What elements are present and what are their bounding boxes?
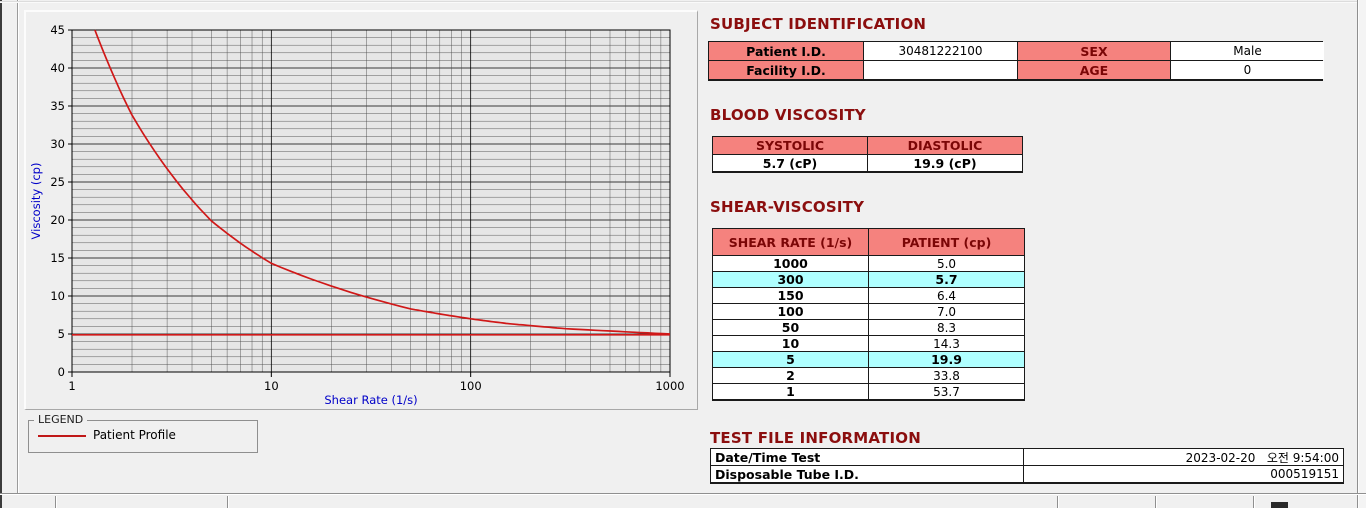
x-tick-label: 1000 [655, 379, 684, 393]
window-top-divider [0, 1, 1366, 3]
blood-viscosity-table: SYSTOLIC DIASTOLIC 5.7 (cP) 19.9 (cP) [712, 136, 1023, 173]
blood-header: SYSTOLIC [713, 137, 867, 154]
shear-patient-cell: 53.7 [869, 384, 1024, 399]
shear-rate-cell: 1000 [713, 256, 868, 271]
y-tick-label: 35 [50, 99, 65, 113]
x-tick-label: 10 [264, 379, 279, 393]
blood-header: DIASTOLIC [868, 137, 1022, 154]
status-bar-panel-divider [1253, 496, 1255, 508]
shear-patient-cell: 7.0 [869, 304, 1024, 319]
shear-rate-cell: 300 [713, 272, 868, 287]
subject-identification-title: SUBJECT IDENTIFICATION [710, 15, 927, 33]
blood-value: 19.9 (cP) [868, 155, 1022, 171]
test-info-value: 000519151 [1024, 466, 1343, 482]
subject-value: Male [1171, 42, 1324, 60]
y-tick-label: 10 [50, 289, 65, 303]
plot-area [72, 30, 670, 372]
legend-line-swatch [38, 435, 86, 437]
shear-rate-cell: 150 [713, 288, 868, 303]
shear-patient-cell: 33.8 [869, 368, 1024, 383]
subject-label: SEX [1018, 42, 1170, 60]
shear-patient-cell: 6.4 [869, 288, 1024, 303]
shear-patient-cell: 19.9 [869, 352, 1024, 367]
viscosity-chart-panel: 0 5 10 15 20 25 30 35 40 45 1 10 100 1000 Shear Rate (… [24, 10, 698, 410]
subject-identification-table: Patient I.D. 30481222100 SEX Male Facility I… [708, 41, 1324, 81]
shear-patient-cell: 14.3 [869, 336, 1024, 351]
shear-patient-cell: 8.3 [869, 320, 1024, 335]
y-axis-title: Viscosity (cp) [29, 163, 43, 240]
x-tick-label: 1 [68, 379, 75, 393]
subject-value: 0 [1171, 61, 1324, 79]
y-tick-label: 5 [58, 327, 65, 341]
y-tick-label: 25 [50, 175, 65, 189]
legend-caption: LEGEND [34, 413, 88, 426]
shear-patient-cell: 5.7 [869, 272, 1024, 287]
shear-rate-cell: 5 [713, 352, 868, 367]
test-info-value: 2023-02-20 오전 9:54:00 [1024, 449, 1343, 465]
series-patient-profile [94, 29, 671, 335]
window-right-divider [1357, 0, 1359, 508]
shear-header: PATIENT (cp) [869, 229, 1024, 255]
subject-label: AGE [1018, 61, 1170, 79]
blood-value: 5.7 (cP) [713, 155, 867, 171]
status-bar-panel-divider [55, 496, 57, 508]
left-panel-divider [17, 0, 19, 494]
shear-patient-cell: 5.0 [869, 256, 1024, 271]
y-tick-label: 0 [58, 365, 65, 379]
subject-value [864, 61, 1017, 79]
window-right-margin [1359, 0, 1366, 508]
test-info-label: Disposable Tube I.D. [711, 466, 1023, 482]
shear-viscosity-table: SHEAR RATE (1/s) PATIENT (cp) 1000 5.0 300 5.… [712, 228, 1025, 401]
subject-label: Facility I.D. [709, 61, 863, 79]
x-axis-title: Shear Rate (1/s) [324, 393, 417, 407]
subject-value: 30481222100 [864, 42, 1017, 60]
test-file-information-title: TEST FILE INFORMATION [710, 429, 921, 447]
shear-rate-cell: 100 [713, 304, 868, 319]
shear-rate-cell: 10 [713, 336, 868, 351]
status-bar-panel-divider [1155, 496, 1157, 508]
x-tick-label: 100 [460, 379, 482, 393]
shear-rate-cell: 50 [713, 320, 868, 335]
shear-header: SHEAR RATE (1/s) [713, 229, 868, 255]
legend-series-label: Patient Profile [93, 428, 176, 442]
shear-rate-cell: 1 [713, 384, 868, 399]
status-bar-top-edge [0, 493, 1366, 495]
window-left-border [0, 0, 2, 508]
subject-label: Patient I.D. [709, 42, 863, 60]
status-bar-panel-divider [227, 496, 229, 508]
shear-rate-cell: 2 [713, 368, 868, 383]
y-tick-label: 30 [50, 137, 65, 151]
test-file-information-table: Date/Time Test 2023-02-20 오전 9:54:00 Dispo… [710, 448, 1344, 484]
blood-viscosity-title: BLOOD VISCOSITY [710, 106, 866, 124]
test-info-label: Date/Time Test [711, 449, 1023, 465]
y-tick-label: 40 [50, 61, 65, 75]
y-tick-label: 15 [50, 251, 65, 265]
shear-viscosity-chart: 0 5 10 15 20 25 30 35 40 45 1 10 100 1000 Shear Rate (… [29, 23, 685, 407]
status-bar-panel-divider [1057, 496, 1059, 508]
y-tick-label: 20 [50, 213, 65, 227]
y-tick-label: 45 [50, 23, 65, 37]
plot-border [71, 29, 671, 373]
shear-viscosity-title: SHEAR-VISCOSITY [710, 198, 865, 216]
clipped-ui-fragment[interactable] [1271, 502, 1288, 508]
